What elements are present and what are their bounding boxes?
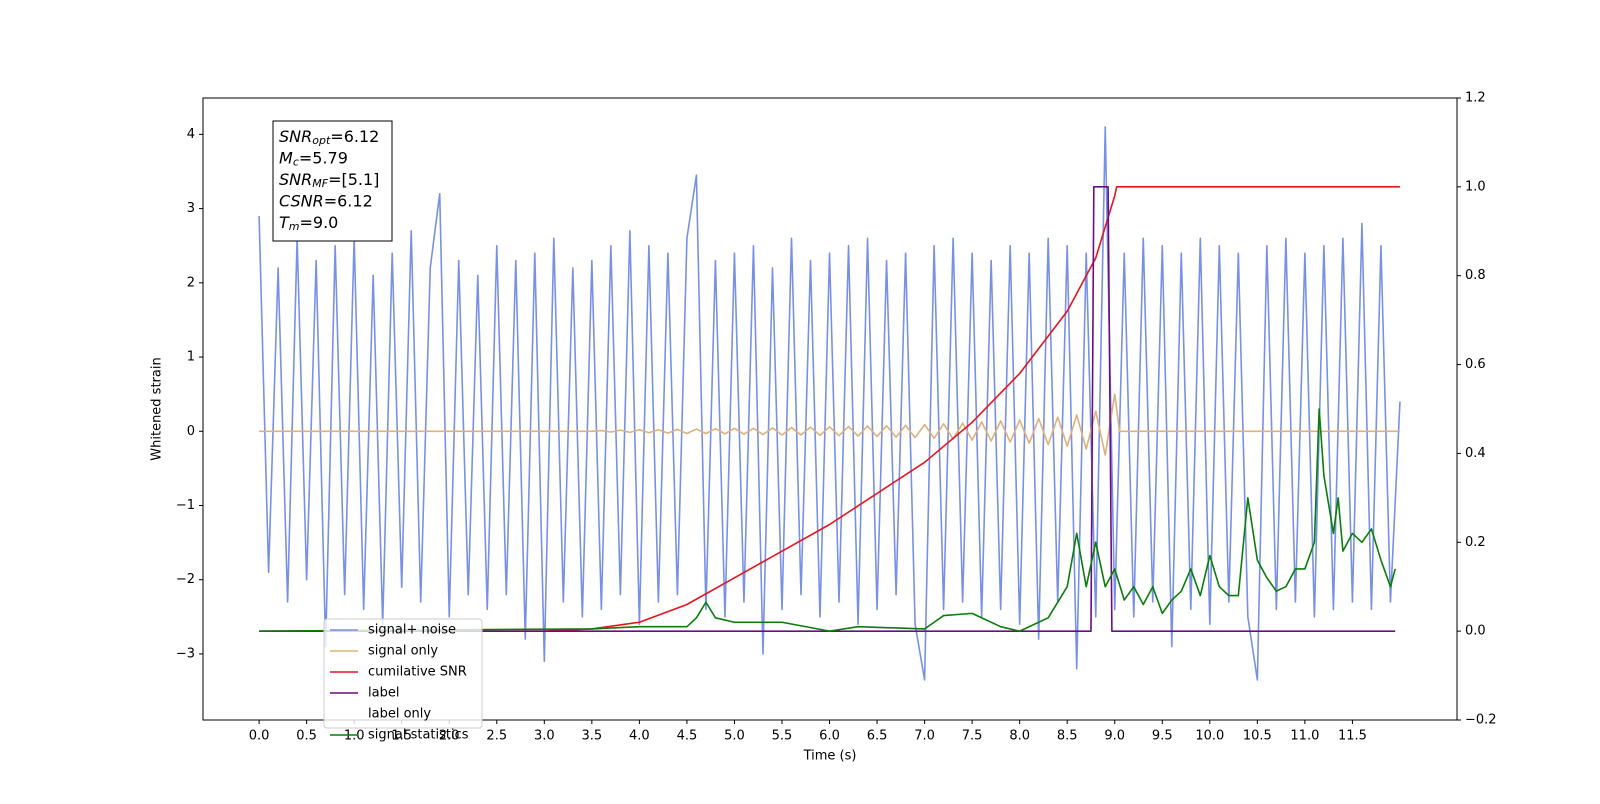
x-tick-label: 6.5 <box>867 729 888 744</box>
x-tick-label: 8.5 <box>1057 729 1078 744</box>
annotation-box <box>272 120 393 242</box>
annotation-symbol: SNR <box>279 170 312 189</box>
x-tick-label: 4.0 <box>629 729 650 744</box>
x-tick-label: 11.5 <box>1338 729 1367 744</box>
annotation-value: =9.0 <box>300 213 339 232</box>
y-tick-label: −1 <box>176 498 195 513</box>
x-axis-label: Time (s) <box>803 749 857 764</box>
annotation-value: =[5.1] <box>328 170 379 189</box>
legend-label: label <box>368 686 399 701</box>
x-tick-label: 3.0 <box>534 729 555 744</box>
annotation-subscript: opt <box>312 134 331 147</box>
legend-label: signal statistics <box>368 728 469 743</box>
x-tick-label: 10.5 <box>1243 729 1272 744</box>
legend-label: label only <box>368 707 431 722</box>
legend-label: signal+ noise <box>368 623 456 638</box>
legend: signal+ noise signal only cumilative SNR la… <box>323 618 483 743</box>
x-tick-label: 10.0 <box>1195 729 1224 744</box>
x-tick-label: 8.0 <box>1009 729 1030 744</box>
series-line <box>259 393 1400 456</box>
x-tick-label: 0.5 <box>296 729 317 744</box>
y-tick-label: 3 <box>187 201 195 216</box>
annotation-subscript: m <box>289 220 300 233</box>
x-tick-label: 0.0 <box>249 729 270 744</box>
y-tick-label: 1 <box>187 350 195 365</box>
y-tick-label: 4 <box>187 127 195 142</box>
legend-label: signal only <box>368 644 438 659</box>
x-tick-label: 7.0 <box>914 729 935 744</box>
x-tick-label: 6.0 <box>819 729 840 744</box>
y2-tick-label: 0.2 <box>1465 535 1486 550</box>
annotation-line: CSNR=6.12 <box>279 191 373 210</box>
annotation-symbol: SNR <box>279 127 312 146</box>
y2-tick-label: 0.0 <box>1465 624 1486 639</box>
x-tick-label: 1.5 <box>391 729 412 744</box>
y2-tick-label: 1.0 <box>1465 179 1486 194</box>
y-tick-label: 2 <box>187 275 195 290</box>
x-tick-label: 2.5 <box>486 729 507 744</box>
y-tick-label: −3 <box>176 646 195 661</box>
annotation-line: SNRopt=6.12 <box>279 127 379 148</box>
y2-tick-label: −0.2 <box>1465 713 1497 728</box>
y2-tick-label: 0.4 <box>1465 446 1486 461</box>
annotation-line: SNRMF=[5.1] <box>279 170 379 191</box>
x-tick-label: 5.5 <box>772 729 793 744</box>
x-tick-label: 1.0 <box>344 729 365 744</box>
annotation-line: Tm=9.0 <box>279 213 338 234</box>
annotation: SNRopt=6.12Mc=5.79SNRMF=[5.1]CSNR=6.12Tm… <box>272 120 393 242</box>
x-tick-label: 2.0 <box>439 729 460 744</box>
y-tick-label: 0 <box>187 424 195 439</box>
annotation-value: =6.12 <box>324 191 373 210</box>
y2-tick-label: 1.2 <box>1465 91 1486 106</box>
annotation-symbol: CSNR <box>279 191 324 210</box>
x-tick-label: 4.5 <box>677 729 698 744</box>
plot-frame <box>202 97 1458 721</box>
annotation-value: =5.79 <box>299 148 348 167</box>
x-tick-label: 7.5 <box>962 729 983 744</box>
series-line <box>259 408 1396 632</box>
y-axis-label: Whitened strain <box>150 357 165 460</box>
y-tick-label: −2 <box>176 572 195 587</box>
annotation-subscript: c <box>293 156 299 169</box>
x-tick-label: 9.5 <box>1152 729 1173 744</box>
series-line <box>258 126 1401 681</box>
annotation-value: =6.12 <box>330 127 379 146</box>
legend-label: cumilative SNR <box>368 665 467 680</box>
annotation-symbol: T <box>279 213 290 232</box>
annotation-symbol: M <box>279 148 293 167</box>
series-line <box>259 186 1400 632</box>
series-line <box>259 186 1396 632</box>
x-tick-label: 11.0 <box>1290 729 1319 744</box>
annotation-subscript: MF <box>312 177 328 190</box>
x-tick-label: 5.0 <box>724 729 745 744</box>
annotation-line: Mc=5.79 <box>279 148 348 169</box>
x-tick-label: 3.5 <box>582 729 603 744</box>
y2-tick-label: 0.6 <box>1465 357 1486 372</box>
legend-box <box>323 618 483 729</box>
y2-tick-label: 0.8 <box>1465 268 1486 283</box>
x-tick-label: 9.0 <box>1104 729 1125 744</box>
